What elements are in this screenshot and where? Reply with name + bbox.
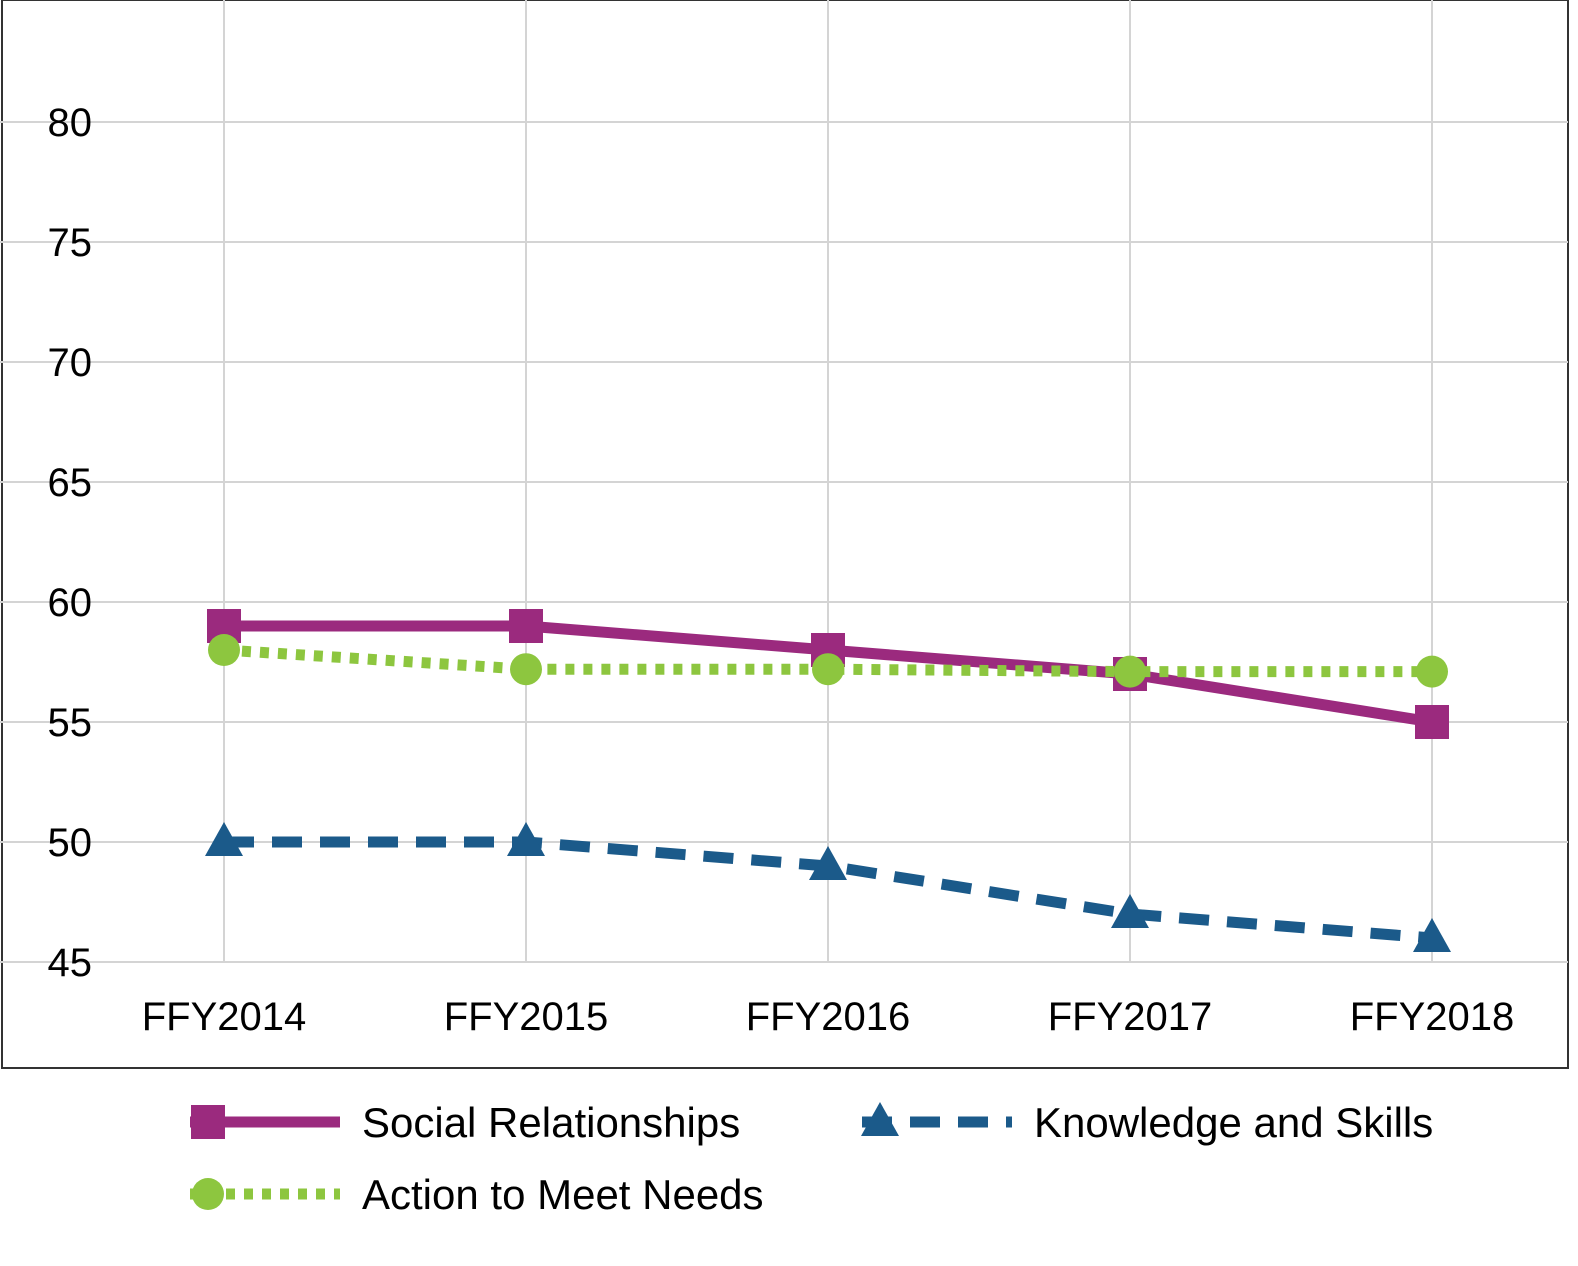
series-action-to-meet-needs <box>208 634 1448 688</box>
y-tick-label-75: 75 <box>48 221 93 265</box>
grid <box>0 0 1568 963</box>
series-knowledge-and-skills <box>205 822 1451 952</box>
data-point-social-relationships-FFY2015 <box>509 609 543 643</box>
plot-area <box>1 0 1569 1069</box>
x-tick-label-FFY2014: FFY2014 <box>142 995 307 1039</box>
legend-item-social-relationships: Social Relationships <box>190 1099 740 1146</box>
x-tick-label-FFY2015: FFY2015 <box>444 995 609 1039</box>
x-tick-label-FFY2016: FFY2016 <box>746 995 911 1039</box>
legend-item-knowledge-and-skills: Knowledge and Skills <box>861 1099 1433 1146</box>
legend-item-action-to-meet-needs: Action to Meet Needs <box>190 1171 764 1218</box>
data-point-knowledge-and-skills-FFY2016 <box>809 846 847 880</box>
data-point-action-to-meet-needs-FFY2016 <box>812 653 844 686</box>
x-tick-label-FFY2018: FFY2018 <box>1350 995 1515 1039</box>
data-point-action-to-meet-needs-FFY2017 <box>1114 655 1146 688</box>
legend-label-action-to-meet-needs: Action to Meet Needs <box>362 1171 764 1218</box>
y-tick-label-60: 60 <box>48 581 93 625</box>
y-axis-ticks: 45 50 55 60 65 70 75 80 <box>48 101 93 985</box>
series-line-action-to-meet-needs <box>223 644 1432 678</box>
legend-marker-social-relationships <box>191 1105 225 1139</box>
y-tick-label-70: 70 <box>48 341 93 385</box>
data-point-action-to-meet-needs-FFY2015 <box>510 653 542 686</box>
x-tick-label-FFY2017: FFY2017 <box>1048 995 1213 1039</box>
data-point-action-to-meet-needs-FFY2018 <box>1416 655 1448 688</box>
y-tick-label-45: 45 <box>48 941 93 985</box>
data-point-knowledge-and-skills-FFY2015 <box>507 822 545 856</box>
x-axis-ticks: FFY2014 FFY2015 FFY2016 FFY2017 FFY2018 <box>142 995 1515 1039</box>
y-tick-label-65: 65 <box>48 461 93 505</box>
data-point-social-relationships-FFY2018 <box>1415 705 1449 739</box>
legend-marker-knowledge-and-skills <box>861 1102 899 1136</box>
y-tick-label-55: 55 <box>48 701 93 745</box>
legend-label-knowledge-and-skills: Knowledge and Skills <box>1034 1099 1433 1146</box>
data-point-knowledge-and-skills-FFY2014 <box>205 822 243 856</box>
legend-marker-action-to-meet-needs <box>192 1178 224 1210</box>
y-tick-label-80: 80 <box>48 101 93 145</box>
data-point-knowledge-and-skills-FFY2018 <box>1413 918 1451 952</box>
series-group <box>205 609 1451 952</box>
data-point-action-to-meet-needs-FFY2014 <box>208 634 240 666</box>
legend: Social Relationships Knowledge and Skills… <box>190 1099 1433 1218</box>
legend-label-social-relationships: Social Relationships <box>362 1099 740 1146</box>
y-tick-label-50: 50 <box>48 821 93 865</box>
data-point-knowledge-and-skills-FFY2017 <box>1111 894 1149 928</box>
